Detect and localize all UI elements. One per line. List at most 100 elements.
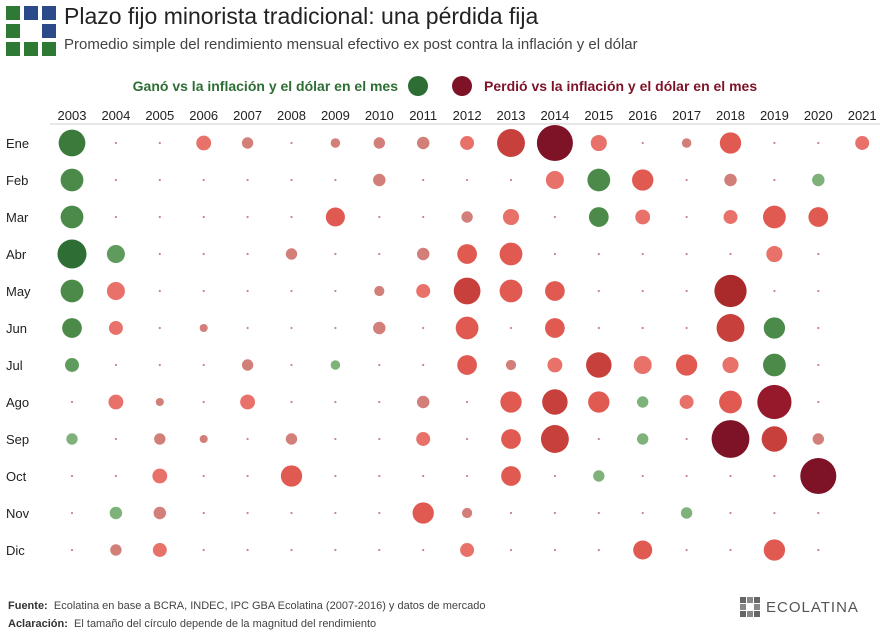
bubble-2020-feb [812, 173, 825, 187]
bubble-2019-feb [773, 178, 776, 182]
bubble-2013-may [499, 279, 523, 303]
bubble-2007-jul [241, 359, 254, 371]
bubble-2020-dic [817, 548, 820, 552]
ecolatina-logo-icon [740, 597, 760, 617]
bubble-2017-ago [679, 395, 694, 409]
bubble-2003-dic [70, 548, 74, 552]
bubble-2009-oct [334, 474, 337, 478]
bubble-2016-jul [633, 355, 652, 375]
bubble-2015-ene [590, 134, 607, 152]
bubble-2014-feb [545, 170, 564, 190]
bubble-2018-may [714, 274, 747, 308]
bubble-2012-dic [460, 543, 475, 557]
bubble-2006-mar [202, 215, 205, 219]
bubble-2013-jun [509, 326, 513, 330]
footer-source-text: Ecolatina en base a BCRA, INDEC, IPC GBA… [53, 600, 486, 612]
bubble-2018-feb [724, 173, 737, 187]
bubble-2007-may [246, 289, 249, 293]
x-axis-year-labels: 2003 2004 2005 2006 2007 2008 2009 2010 2011 2012… [58, 108, 877, 123]
bubble-2004-ago [108, 394, 124, 410]
bubble-2017-may [685, 289, 688, 293]
bubble-2004-nov [109, 506, 123, 520]
x-tick-label: 2017 [672, 108, 701, 123]
bubble-2017-mar [685, 215, 688, 219]
bubble-2013-ago [500, 391, 522, 413]
bubble-2010-jul [378, 363, 381, 367]
bubble-2004-sep [114, 437, 117, 441]
bubble-2014-abr [553, 252, 557, 256]
brand-name: ECOLATINA [766, 598, 859, 616]
x-tick-label: 2004 [101, 108, 130, 123]
x-tick-label: 2014 [540, 108, 569, 123]
bubble-2016-mar [635, 209, 651, 225]
bubble-chart: Ganó vs la inflación y el dólar en el me… [6, 76, 880, 561]
bubble-2015-ago [588, 391, 610, 413]
bubble-2011-abr [416, 247, 430, 261]
bubble-2017-feb [685, 178, 688, 182]
bubble-2015-may [597, 289, 600, 293]
bubble-2020-jun [817, 326, 820, 330]
bubble-2007-mar [246, 215, 249, 219]
bubble-2012-feb [466, 178, 469, 182]
bubble-2008-dic [290, 548, 293, 552]
bubble-2005-nov [153, 506, 167, 520]
footer-source-line: Fuente: Ecolatina en base a BCRA, INDEC,… [8, 597, 486, 615]
bubble-2010-may [374, 285, 385, 297]
bubble-2010-sep [378, 437, 381, 441]
bubble-2020-mar [808, 207, 829, 227]
footer-note-line: Aclaración: El tamaño del círculo depend… [8, 615, 486, 633]
bubble-2011-dic [422, 548, 425, 552]
bubble-2004-oct [114, 474, 117, 478]
bubble-2017-nov [680, 507, 693, 519]
bubble-2014-may [545, 281, 565, 301]
bubble-2020-ene [817, 141, 820, 145]
bubble-2016-ago [637, 396, 649, 408]
bubble-2011-may [416, 284, 431, 298]
bubble-2006-dic [202, 548, 205, 552]
x-tick-label: 2007 [233, 108, 262, 123]
bubble-2010-abr [378, 252, 381, 256]
bubble-2018-nov [729, 511, 732, 515]
bubble-2012-sep [466, 437, 469, 441]
bubble-2008-nov [290, 511, 293, 515]
legend-label-gano: Ganó vs la inflación y el dólar en el me… [133, 78, 399, 94]
bubble-2011-sep [416, 432, 431, 446]
bubble-2013-ene [497, 129, 525, 157]
y-tick-label: Ene [6, 136, 29, 151]
legend-swatch-perdio [452, 76, 472, 96]
bubble-2005-jul [158, 363, 161, 367]
brand-logo: ECOLATINA [740, 597, 859, 617]
chart-legend: Ganó vs la inflación y el dólar en el me… [133, 76, 757, 96]
bubble-2018-sep [711, 420, 750, 458]
bubble-2006-may [202, 289, 205, 293]
bubble-2019-may [773, 289, 776, 293]
bubble-2006-ago [202, 400, 205, 404]
bubble-2020-abr [817, 252, 820, 256]
bubble-2020-jul [817, 363, 820, 367]
y-tick-label: Jun [6, 321, 27, 336]
bubble-2009-jul [330, 360, 341, 370]
x-tick-label: 2006 [189, 108, 218, 123]
footer-note-text: El tamaño del círculo depende de la magn… [74, 618, 377, 630]
bubble-2019-mar [763, 205, 786, 229]
bubble-2005-abr [158, 252, 161, 256]
bubble-2020-oct [800, 457, 837, 495]
bubble-2012-nov [462, 507, 473, 519]
bubble-2007-sep [246, 437, 249, 441]
bubble-2004-jul [114, 363, 117, 367]
bubble-2008-may [290, 289, 293, 293]
bubble-2011-ene [416, 136, 430, 150]
bubble-2010-mar [378, 215, 381, 219]
bubble-2013-sep [501, 429, 521, 449]
bubble-2009-dic [334, 548, 337, 552]
bubble-2018-mar [723, 210, 738, 224]
x-tick-label: 2011 [409, 108, 437, 123]
bubble-2014-dic [553, 548, 557, 552]
bubble-2012-abr [457, 244, 477, 264]
bubble-2003-ago [70, 400, 74, 404]
bubble-2009-mar [325, 207, 345, 227]
bubble-2019-jul [763, 353, 786, 377]
bubble-2004-dic [110, 544, 122, 556]
bubble-2007-jun [246, 326, 249, 330]
y-tick-label: Sep [6, 432, 29, 447]
